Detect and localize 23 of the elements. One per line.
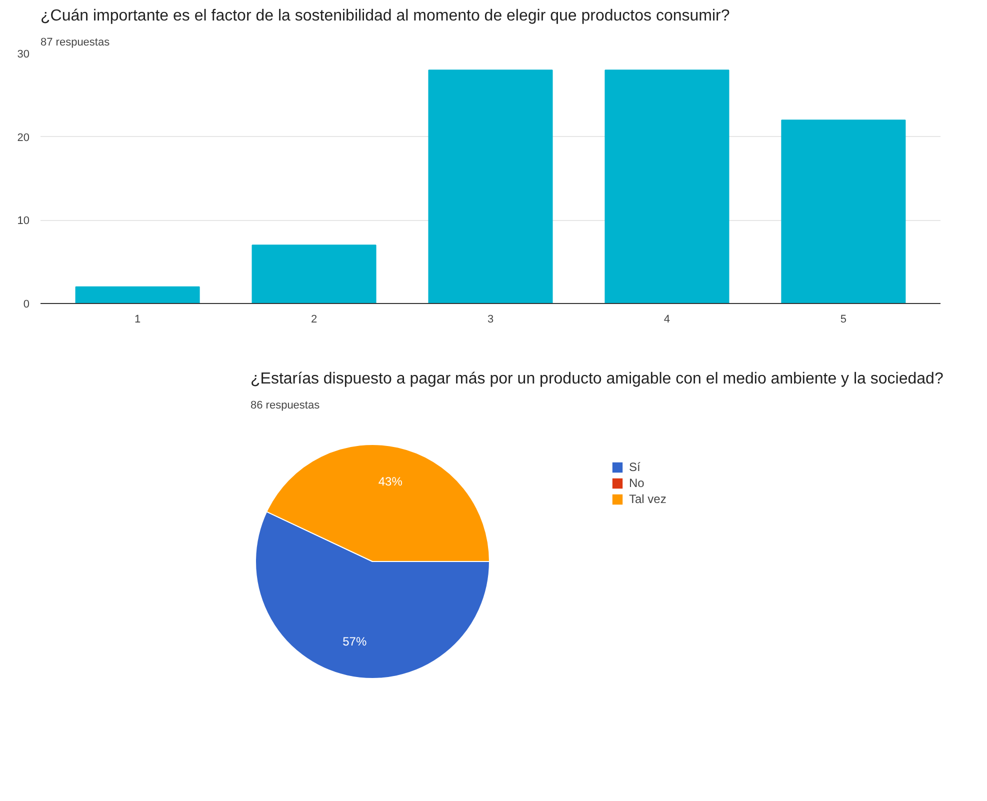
x-tick-label: 2 — [310, 314, 318, 326]
x-tick-label: 1 — [134, 314, 141, 326]
y-tick-label: 20 — [17, 132, 30, 144]
x-tick-label: 5 — [840, 314, 847, 326]
bar — [604, 70, 730, 304]
chart-title: ¿Estarías dispuesto a pagar más por un producto amigable con el medio ambiente y la sociedad? — [250, 370, 944, 388]
legend-label: Tal vez — [629, 492, 666, 506]
chart-subtitle: 86 respuestas — [250, 400, 320, 412]
y-tick-label: 10 — [17, 215, 30, 228]
chart-title: ¿Cuán importante es el factor de la sostenibilidad al momento de elegir que productos consumir? — [40, 8, 730, 24]
x-tick-label: 4 — [664, 314, 670, 326]
bar — [428, 70, 553, 304]
data-label: 43% — [378, 474, 403, 489]
chart-subtitle: 87 respuestas — [40, 36, 110, 48]
legend-label: Sí — [629, 460, 642, 474]
bar — [75, 286, 200, 304]
legend-label: No — [629, 476, 646, 490]
y-tick-label: 0 — [23, 298, 30, 310]
x-tick-label: 3 — [487, 314, 494, 326]
y-tick-label: 30 — [17, 48, 30, 60]
bar — [252, 244, 376, 304]
bar — [781, 120, 906, 304]
data-label: 57% — [342, 634, 367, 648]
